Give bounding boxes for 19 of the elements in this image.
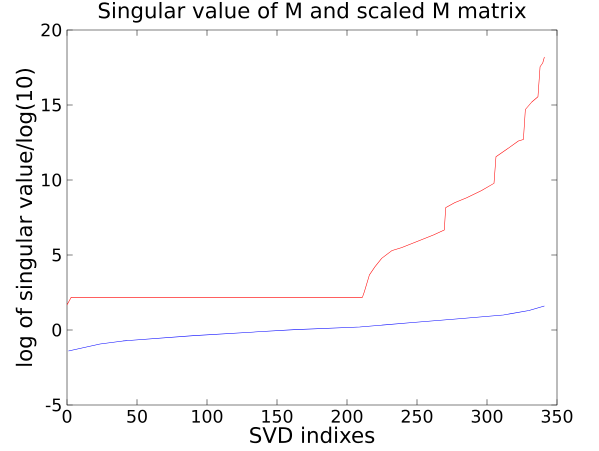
y-tick-label: 20	[42, 23, 62, 37]
y-tick-label: 5	[52, 248, 61, 262]
x-tick-label: 50	[127, 410, 147, 423]
y-tick-label: 10	[42, 173, 62, 187]
y-axis-title: log of singular value/log(10)	[16, 69, 36, 366]
x-axis-title: SVD indixes	[250, 426, 374, 444]
x-tick-label: 150	[262, 410, 292, 423]
line-series	[68, 306, 545, 352]
y-tick-label: -5	[46, 398, 61, 412]
x-tick-label: 300	[472, 410, 502, 423]
y-tick-label: 15	[42, 98, 61, 112]
line-series	[67, 56, 545, 306]
x-tick-label: 200	[332, 410, 362, 423]
x-tick-label: 0	[62, 410, 72, 423]
chart-title: Singular value of M and scaled M matrix	[98, 2, 526, 23]
x-tick-label: 350	[542, 410, 572, 423]
x-tick-label: 250	[402, 410, 432, 423]
y-tick-label: 0	[52, 323, 62, 337]
x-tick-label: 100	[192, 410, 222, 423]
